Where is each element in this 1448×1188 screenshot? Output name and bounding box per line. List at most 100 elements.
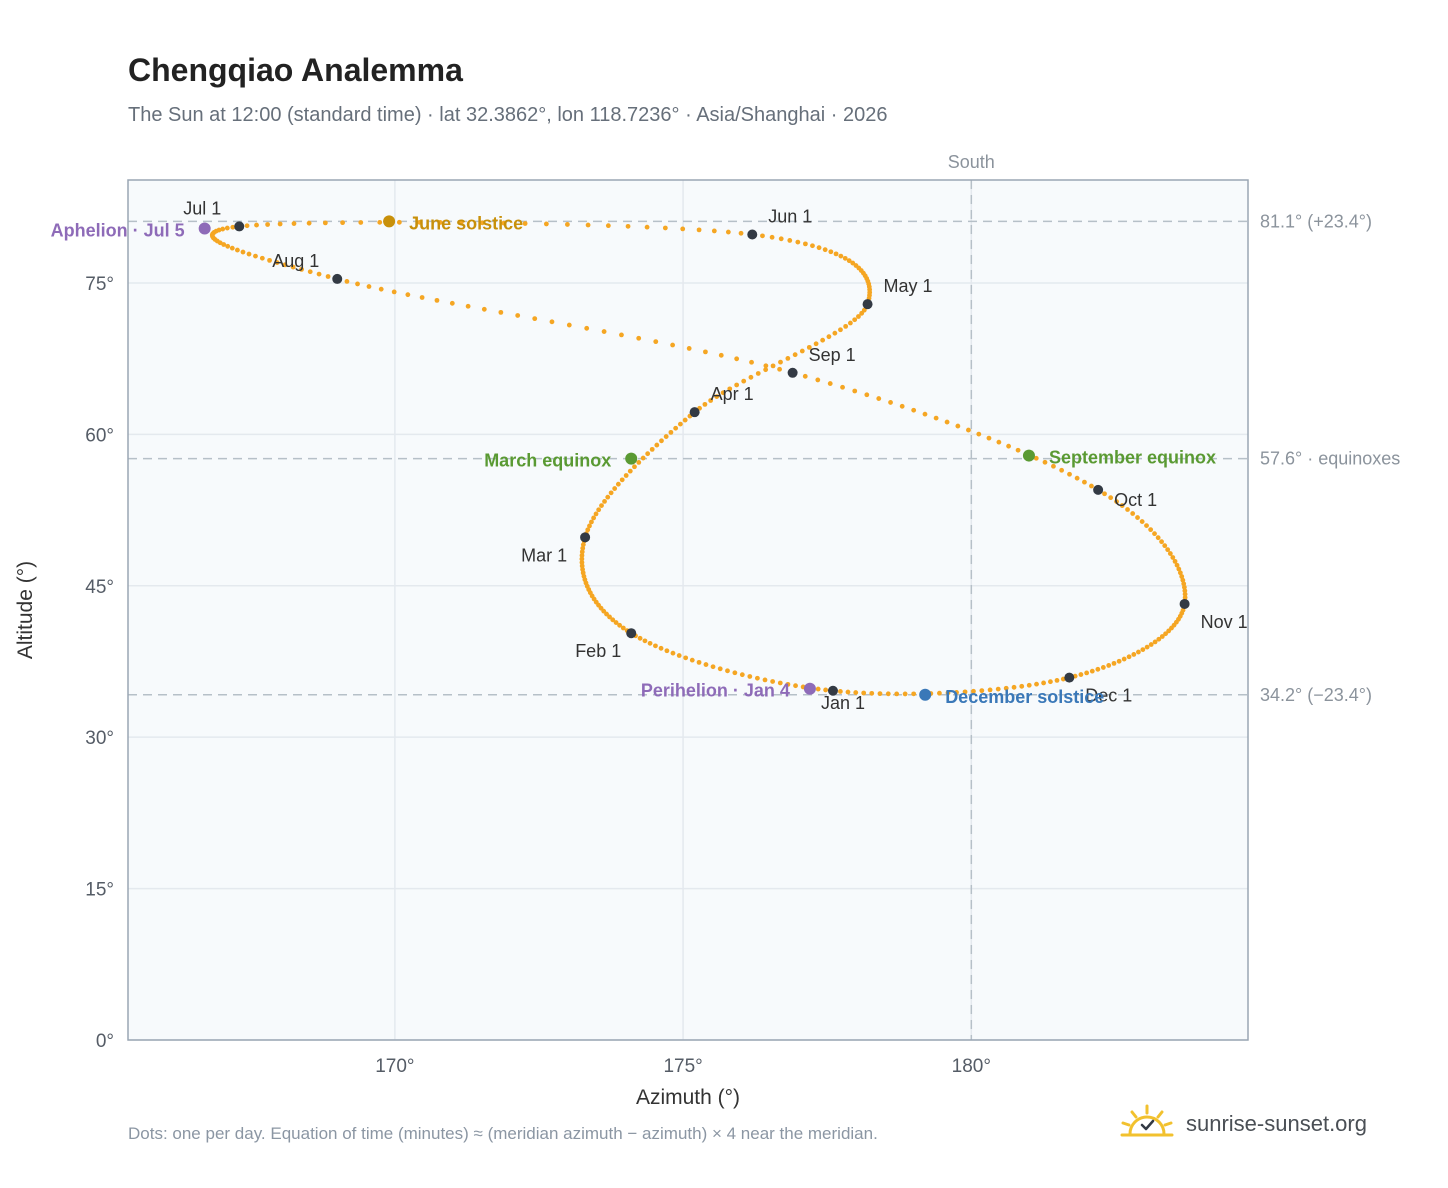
daily-dot bbox=[605, 494, 611, 500]
daily-dot bbox=[291, 221, 297, 226]
daily-dot bbox=[1106, 663, 1112, 668]
daily-dot bbox=[810, 243, 815, 249]
daily-dot bbox=[971, 688, 976, 694]
brand-logo[interactable]: sunrise-sunset.org bbox=[1120, 1102, 1367, 1146]
daily-dot bbox=[230, 224, 236, 230]
daily-dot bbox=[1089, 483, 1094, 489]
daily-dot bbox=[654, 442, 660, 448]
daily-dot bbox=[1026, 682, 1032, 688]
month-marker bbox=[1093, 484, 1104, 495]
daily-dot bbox=[325, 274, 331, 279]
month-label: Feb 1 bbox=[575, 641, 621, 661]
x-tick-label: 170° bbox=[375, 1056, 414, 1077]
daily-dot bbox=[755, 371, 761, 376]
daily-dot bbox=[653, 339, 659, 345]
daily-dot bbox=[725, 668, 730, 674]
daily-dot bbox=[599, 503, 604, 508]
event-label: December solstice bbox=[945, 687, 1104, 707]
daily-dot bbox=[668, 429, 674, 435]
daily-dot bbox=[225, 243, 231, 249]
daily-dot bbox=[850, 260, 856, 266]
daily-dot bbox=[344, 278, 350, 284]
month-marker bbox=[332, 273, 343, 284]
daily-dot bbox=[1114, 499, 1119, 504]
month-label: Jul 1 bbox=[183, 198, 221, 218]
daily-dot bbox=[340, 220, 346, 226]
daily-dot bbox=[481, 306, 487, 312]
daily-dot bbox=[244, 223, 250, 229]
daily-dot bbox=[741, 378, 747, 384]
daily-dot bbox=[1111, 660, 1117, 666]
daily-dot bbox=[902, 691, 908, 697]
daily-dot bbox=[1041, 680, 1046, 686]
daily-dot bbox=[366, 284, 372, 289]
daily-dot bbox=[838, 327, 843, 333]
daily-dot bbox=[1148, 642, 1154, 647]
month-marker bbox=[580, 532, 591, 543]
month-marker bbox=[862, 299, 873, 310]
daily-dot bbox=[480, 220, 485, 226]
daily-dot bbox=[391, 289, 397, 295]
daily-dot bbox=[617, 622, 623, 628]
daily-dot bbox=[587, 523, 592, 529]
daily-dot bbox=[1148, 527, 1154, 533]
daily-dot bbox=[306, 220, 312, 226]
daily-dot bbox=[662, 225, 668, 231]
daily-dot bbox=[246, 251, 252, 257]
daily-dot bbox=[842, 255, 848, 261]
daily-dot bbox=[585, 222, 591, 228]
event-marker bbox=[919, 688, 932, 701]
daily-dot bbox=[678, 421, 683, 427]
daily-dot bbox=[1167, 551, 1173, 556]
daily-dot bbox=[658, 645, 664, 651]
brand-text: sunrise-sunset.org bbox=[1186, 1111, 1367, 1136]
daily-dot bbox=[515, 313, 521, 318]
daily-dot bbox=[1174, 562, 1180, 568]
daily-dot bbox=[1033, 455, 1039, 461]
daily-dot bbox=[229, 245, 235, 251]
daily-dot bbox=[498, 309, 504, 315]
event-label: Aphelion · Jul 5 bbox=[51, 220, 185, 240]
daily-dot bbox=[580, 545, 586, 551]
daily-dot bbox=[1082, 479, 1087, 485]
daily-dot bbox=[358, 220, 364, 225]
month-label: Jan 1 bbox=[821, 693, 865, 713]
daily-dot bbox=[1166, 628, 1172, 634]
daily-dot bbox=[828, 249, 834, 255]
daily-dot bbox=[682, 417, 688, 423]
x-tick-label: 175° bbox=[663, 1056, 702, 1077]
daily-dot bbox=[813, 341, 819, 347]
daily-dot bbox=[816, 245, 822, 251]
daily-dot bbox=[1159, 634, 1165, 639]
daily-dot bbox=[739, 672, 745, 678]
daily-dot bbox=[1011, 684, 1017, 690]
daily-dot bbox=[727, 386, 733, 392]
daily-dot bbox=[852, 388, 858, 394]
daily-dot bbox=[1121, 656, 1127, 662]
daily-dot bbox=[725, 229, 731, 235]
event-label: September equinox bbox=[1049, 448, 1216, 468]
event-marker bbox=[1022, 449, 1035, 462]
daily-dot bbox=[1144, 523, 1149, 528]
daily-dot bbox=[840, 384, 845, 390]
month-marker bbox=[1064, 672, 1075, 683]
daily-dot bbox=[625, 223, 631, 229]
daily-dot bbox=[778, 359, 783, 365]
axis-ticks: 0° 15° 30° 45° 60° 75° 170° 175° 180° bbox=[85, 274, 991, 1077]
daily-dot bbox=[734, 382, 740, 388]
daily-dot bbox=[710, 664, 716, 670]
daily-dot bbox=[955, 423, 961, 429]
daily-dot bbox=[856, 314, 861, 319]
daily-dot bbox=[1003, 685, 1009, 691]
daily-dot bbox=[976, 431, 982, 437]
daily-dot bbox=[1089, 668, 1095, 674]
daily-dot bbox=[763, 363, 769, 369]
daily-dot bbox=[853, 690, 859, 695]
daily-dot bbox=[593, 511, 599, 517]
daily-dot bbox=[220, 226, 226, 232]
event-marker bbox=[383, 215, 396, 228]
daily-dot bbox=[632, 464, 637, 470]
daily-dot bbox=[720, 390, 726, 396]
daily-dot bbox=[277, 221, 283, 227]
daily-dot bbox=[748, 374, 754, 380]
